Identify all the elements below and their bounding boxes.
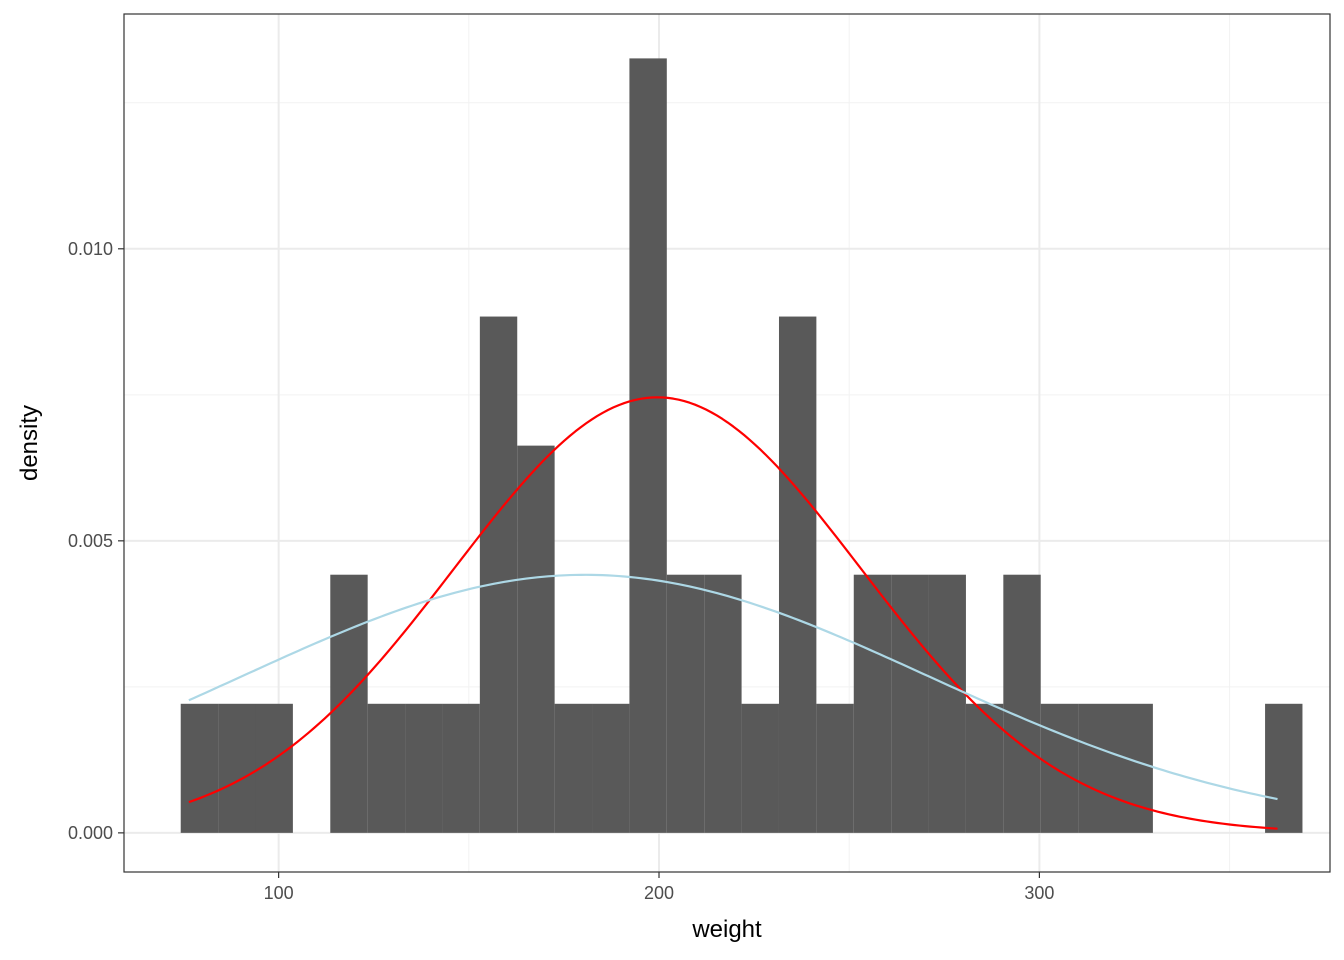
x-tick-label: 300	[1024, 883, 1054, 903]
histogram-bar	[629, 58, 667, 833]
histogram-bar	[479, 316, 518, 833]
histogram-bar	[891, 574, 929, 833]
plot-border	[123, 13, 1331, 873]
y-tick-label: 0.000	[68, 823, 113, 843]
histogram-bar	[517, 445, 555, 833]
density-curve-2	[188, 573, 1278, 801]
histogram-bar	[1040, 703, 1079, 833]
histogram-bar	[330, 574, 368, 833]
density-curves	[188, 396, 1278, 830]
y-tick-label: 0.005	[68, 531, 113, 551]
histogram-bar	[1265, 703, 1303, 833]
histogram-bar	[367, 703, 406, 833]
x-axis: 100 200 300	[264, 872, 1054, 903]
histogram-bar	[666, 574, 705, 833]
histogram-bar	[853, 574, 892, 833]
histogram-bar	[704, 574, 742, 833]
histogram-bars	[180, 58, 1303, 833]
histogram-bar	[741, 703, 779, 833]
y-axis-title: density	[16, 405, 43, 481]
histogram-bar	[816, 703, 854, 833]
histogram-bar	[928, 574, 966, 833]
histogram-bar	[405, 703, 443, 833]
histogram-bar	[554, 703, 593, 833]
y-tick-label: 0.010	[68, 239, 113, 259]
histogram-bar	[180, 703, 219, 833]
histogram-bar	[442, 703, 480, 833]
x-axis-title: weight	[691, 916, 762, 943]
histogram-bar	[1115, 703, 1153, 833]
y-axis: 0.000 0.005 0.010	[68, 239, 124, 843]
histogram-bar	[218, 703, 256, 833]
histogram-bar	[592, 703, 630, 833]
histogram-bar	[1078, 703, 1116, 833]
histogram-bar	[778, 316, 817, 833]
histogram-bar	[1003, 574, 1041, 833]
histogram-bar	[965, 703, 1004, 833]
density-curve-1	[188, 396, 1278, 830]
x-tick-label: 200	[644, 883, 674, 903]
x-tick-label: 100	[264, 883, 294, 903]
